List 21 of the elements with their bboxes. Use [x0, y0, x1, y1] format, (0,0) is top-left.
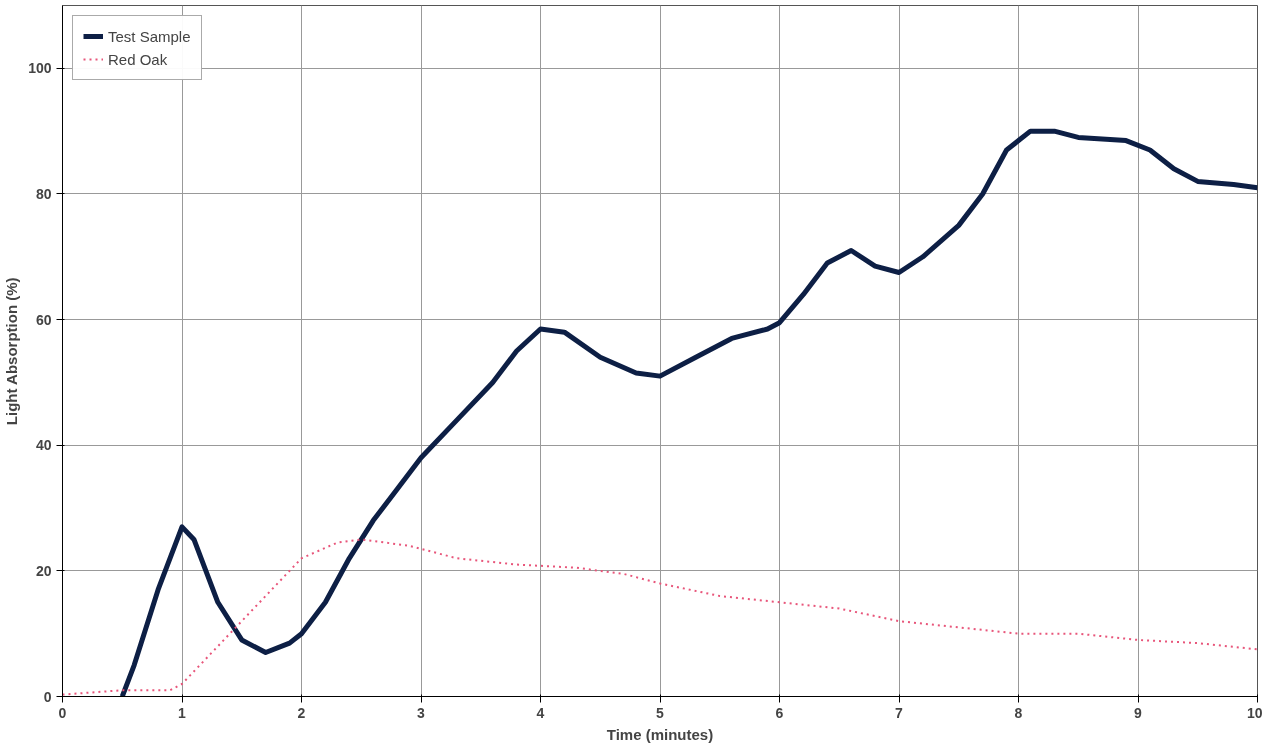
x-tick-label: 7 — [895, 704, 904, 721]
x-tick-label: 1 — [178, 704, 187, 721]
y-tick-label: 100 — [28, 60, 52, 77]
y-tick-label: 20 — [35, 562, 52, 579]
x-tick-label: 5 — [656, 704, 665, 721]
x-tick-label: 0 — [58, 704, 67, 721]
legend-label: Red Oak — [108, 50, 168, 68]
x-tick-label: 6 — [775, 704, 784, 721]
x-tick-label: 2 — [297, 704, 306, 721]
x-tick-label: 3 — [417, 704, 426, 721]
y-tick-label: 0 — [43, 688, 52, 705]
legend-label: Test Sample — [108, 27, 191, 45]
x-axis-title: Time (minutes) — [606, 725, 714, 743]
x-tick-label: 4 — [536, 704, 545, 721]
x-tick-label: 10 — [1246, 704, 1263, 721]
x-tick-label: 9 — [1134, 704, 1143, 721]
y-axis-title: Light Absorption (%) — [3, 277, 21, 426]
y-tick-label: 60 — [35, 311, 52, 328]
x-tick-label: 8 — [1014, 704, 1023, 721]
y-tick-label: 80 — [35, 185, 52, 202]
y-tick-label: 40 — [35, 437, 52, 454]
